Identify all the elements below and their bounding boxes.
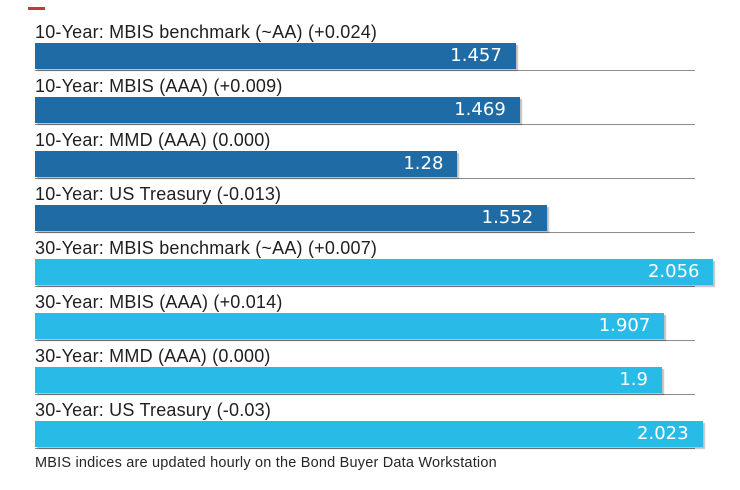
chart-row: 30-Year: MMD (AAA) (0.000) 1.9 bbox=[35, 346, 735, 400]
row-gridline bbox=[35, 124, 695, 125]
bar-track: 1.9 bbox=[35, 367, 735, 400]
bar-value-label: 1.28 bbox=[403, 153, 444, 174]
yield-bar: 1.9 bbox=[35, 367, 662, 393]
yield-bar: 1.457 bbox=[35, 43, 516, 69]
bar-value-label: 1.552 bbox=[481, 207, 534, 228]
chart-footnote: MBIS indices are updated hourly on the B… bbox=[35, 455, 497, 471]
category-label: 30-Year: MBIS benchmark (~AA) (+0.007) bbox=[35, 238, 378, 258]
bar-track: 1.552 bbox=[35, 205, 735, 238]
category-label: 10-Year: US Treasury (-0.013) bbox=[35, 184, 282, 204]
bar-value-label: 2.056 bbox=[647, 261, 700, 282]
category-label: 30-Year: US Treasury (-0.03) bbox=[35, 400, 272, 420]
chart-row: 30-Year: MBIS (AAA) (+0.014) 1.907 bbox=[35, 292, 735, 346]
bar-track: 2.056 bbox=[35, 259, 735, 292]
bar-track: 2.023 bbox=[35, 421, 735, 454]
yield-bar: 1.907 bbox=[35, 313, 665, 339]
yield-bar: 1.28 bbox=[35, 151, 458, 177]
bar-value-label: 2.023 bbox=[637, 423, 689, 444]
yield-bar: 1.552 bbox=[35, 205, 548, 231]
category-label: 30-Year: MBIS (AAA) (+0.014) bbox=[35, 292, 283, 312]
row-gridline bbox=[35, 394, 695, 395]
bar-value-label: 1.907 bbox=[598, 315, 651, 336]
bar-value-label: 1.9 bbox=[619, 369, 648, 390]
row-gridline bbox=[35, 232, 695, 233]
bar-track: 1.457 bbox=[35, 43, 735, 76]
bar-track: 1.907 bbox=[35, 313, 735, 346]
chart-row: 10-Year: US Treasury (-0.013) 1.552 bbox=[35, 184, 735, 238]
category-label: 10-Year: MBIS (AAA) (+0.009) bbox=[35, 76, 283, 96]
yield-bar-chart: 10-Year: MBIS benchmark (~AA) (+0.024) 1.… bbox=[35, 22, 735, 454]
category-label: 30-Year: MMD (AAA) (0.000) bbox=[35, 346, 271, 366]
chart-row: 10-Year: MBIS (AAA) (+0.009) 1.469 bbox=[35, 76, 735, 130]
category-label: 10-Year: MBIS benchmark (~AA) (+0.024) bbox=[35, 22, 378, 42]
row-gridline bbox=[35, 340, 695, 341]
yield-bar: 2.023 bbox=[35, 421, 703, 447]
chart-row: 10-Year: MMD (AAA) (0.000) 1.28 bbox=[35, 130, 735, 184]
bar-value-label: 1.457 bbox=[450, 45, 502, 66]
category-label: 10-Year: MMD (AAA) (0.000) bbox=[35, 130, 271, 150]
row-gridline bbox=[35, 70, 695, 71]
row-gridline bbox=[35, 286, 695, 287]
chart-row: 30-Year: US Treasury (-0.03) 2.023 bbox=[35, 400, 735, 454]
bar-value-label: 1.469 bbox=[454, 99, 506, 120]
row-gridline bbox=[35, 178, 695, 179]
chart-row: 10-Year: MBIS benchmark (~AA) (+0.024) 1.… bbox=[35, 22, 735, 76]
red-dash-marker bbox=[28, 7, 45, 10]
chart-row: 30-Year: MBIS benchmark (~AA) (+0.007) 2.… bbox=[35, 238, 735, 292]
yield-bar: 1.469 bbox=[35, 97, 520, 123]
bar-track: 1.469 bbox=[35, 97, 735, 130]
yield-bar: 2.056 bbox=[35, 259, 714, 285]
row-gridline bbox=[35, 448, 695, 449]
bar-track: 1.28 bbox=[35, 151, 735, 184]
